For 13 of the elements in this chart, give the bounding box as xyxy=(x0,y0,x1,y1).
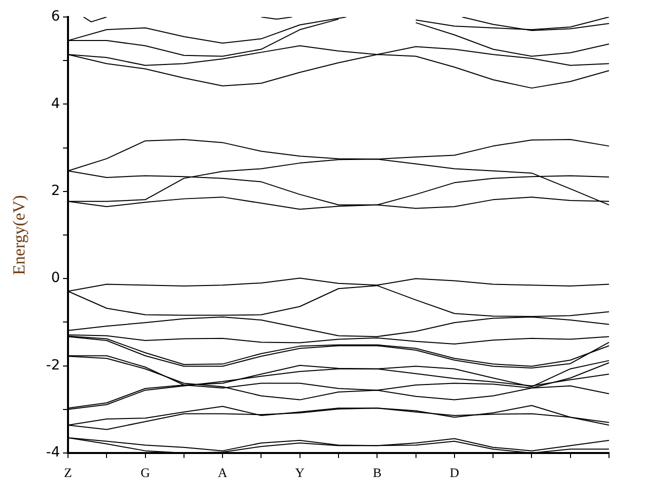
y-tick-label: 6 xyxy=(51,8,60,25)
x-tick-label: B xyxy=(372,465,382,480)
y-axis-title: Energy(eV) xyxy=(10,195,29,275)
y-tick-label: 0 xyxy=(51,270,60,286)
y-tick-label: -2 xyxy=(46,357,60,374)
x-tick-label: G xyxy=(140,465,150,480)
y-tick-label: -4 xyxy=(46,444,60,461)
y-tick-label: 2 xyxy=(51,183,60,200)
x-tick-label: Z xyxy=(64,465,72,480)
y-tick-label: 4 xyxy=(51,96,60,112)
x-tick-label: Y xyxy=(295,465,306,480)
x-tick-label: D xyxy=(450,465,460,480)
x-tick-label: A xyxy=(218,465,228,480)
